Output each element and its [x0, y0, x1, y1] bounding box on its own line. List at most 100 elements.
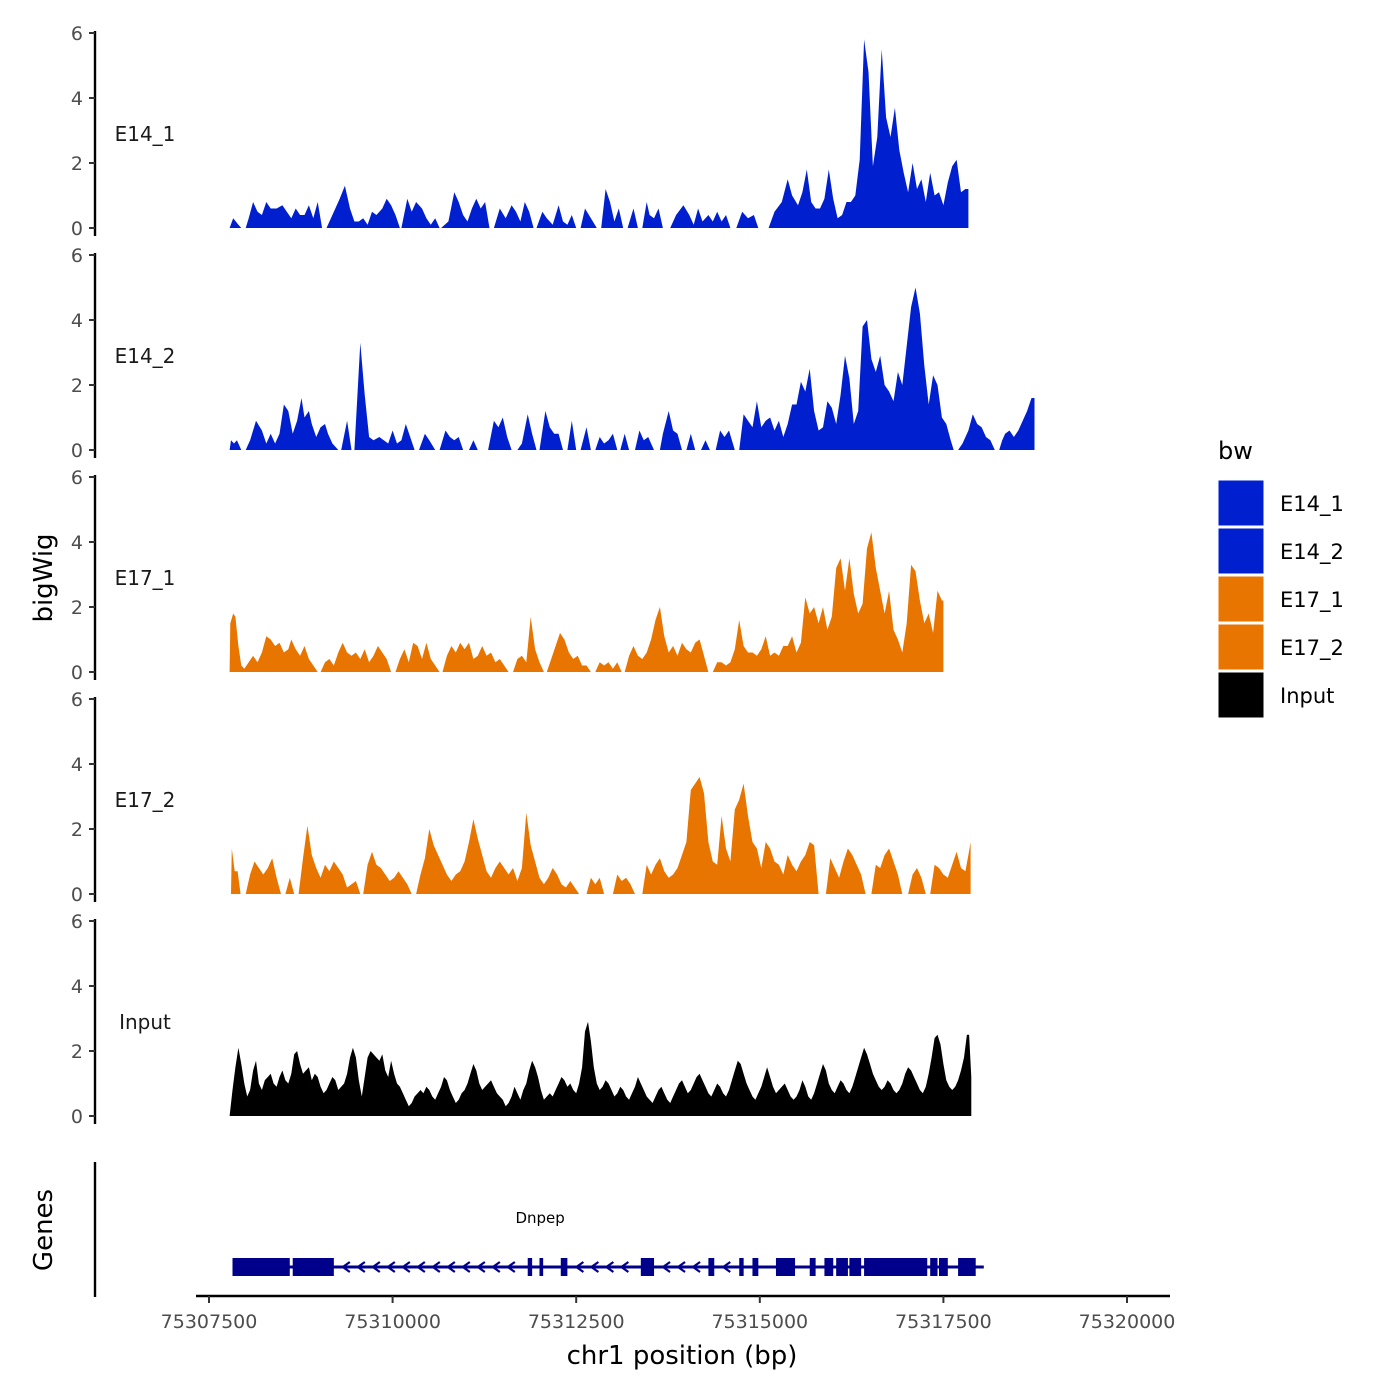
coverage-area	[229, 218, 242, 228]
x-axis: 75307500 75310000 75312500 75315000 75317500…	[161, 1294, 1175, 1333]
x-tick-label: 75310000	[344, 1311, 441, 1333]
coverage-area	[488, 417, 512, 450]
legend: bw E14_1 E14_2 E17_1 E17_2 Input	[1217, 437, 1344, 719]
gene-exon	[930, 1258, 938, 1276]
coverage-area	[229, 1021, 972, 1116]
coverage-area	[517, 414, 537, 450]
legend-title: bw	[1218, 437, 1253, 465]
coverage-area	[231, 848, 241, 894]
coverage-area	[441, 192, 490, 228]
gene-exon	[809, 1258, 816, 1276]
coverage-area	[567, 420, 577, 450]
y-tick-label: 0	[71, 884, 83, 906]
strand-arrow	[430, 1261, 441, 1273]
y-tick-label: 6	[71, 245, 83, 267]
coverage-area	[245, 398, 339, 450]
coverage-area	[999, 398, 1035, 450]
gene-exon	[775, 1258, 796, 1276]
coverage-area	[642, 202, 663, 228]
y-tick-label: 6	[71, 911, 83, 933]
track-E14_1: 0 2 4 6 E14_1	[71, 23, 969, 240]
gene-exon	[864, 1258, 928, 1276]
coverage-area	[580, 208, 597, 228]
coverage-area	[930, 842, 971, 894]
x-axis-title: chr1 position (bp)	[567, 1341, 798, 1371]
coverage-area	[712, 532, 944, 672]
coverage-area	[245, 858, 281, 894]
coverage-area	[229, 440, 242, 450]
coverage-area	[595, 662, 622, 672]
strand-arrow	[604, 1261, 615, 1273]
legend-label: E17_2	[1280, 636, 1344, 661]
legend-swatch	[1217, 575, 1265, 623]
strand-arrow	[355, 1261, 366, 1273]
strand-arrow	[721, 1261, 731, 1273]
coverage-area	[871, 848, 903, 894]
coverage-area	[298, 825, 361, 894]
coverage-area	[320, 642, 392, 672]
coverage-area	[245, 202, 323, 228]
coverage-area	[627, 208, 638, 228]
coverage-area	[586, 877, 605, 894]
track-E14_2: 0 2 4 6 E14_2	[71, 245, 1035, 462]
gene-exon	[836, 1258, 848, 1276]
coverage-area	[659, 411, 682, 450]
y-tick-label: 4	[71, 88, 83, 110]
y-tick-label: 4	[71, 976, 83, 998]
track-E17_2: 0 2 4 6 E17_2	[71, 689, 971, 906]
coverage-area	[642, 777, 819, 894]
gene-exon	[849, 1258, 862, 1276]
y-axis-title: bigWig	[29, 533, 59, 622]
strand-arrow	[589, 1261, 600, 1273]
y-tick-label: 6	[71, 23, 83, 45]
coverage-area	[493, 202, 534, 228]
coverage-area	[635, 430, 654, 450]
gene-exon	[752, 1258, 759, 1276]
legend-label: E14_2	[1280, 540, 1344, 565]
gene-exon	[527, 1258, 533, 1276]
tracks-layer: 0 2 4 6 E14_1 0 2 4 6 E14_2 0 2 4 6 E17_1 0 2 4 6 E17_2 0 2 4 6…	[71, 23, 1035, 1128]
legend-swatch	[1217, 527, 1265, 575]
gene-exon	[640, 1258, 655, 1276]
coverage-area	[229, 613, 318, 672]
y-tick-label: 2	[71, 375, 83, 397]
gene-exon	[708, 1258, 715, 1276]
legend-label: E14_1	[1280, 492, 1344, 517]
track-label: E17_1	[115, 566, 176, 590]
coverage-area	[419, 433, 436, 450]
strand-arrow	[505, 1261, 516, 1273]
coverage-area	[395, 642, 440, 672]
strand-arrow	[400, 1261, 411, 1273]
coverage-area	[285, 877, 295, 894]
coverage-area	[736, 211, 759, 228]
x-tick-label: 75315000	[711, 1311, 808, 1333]
y-tick-label: 0	[71, 1106, 83, 1128]
track-Input: 0 2 4 6 Input	[71, 911, 972, 1128]
coverage-area	[686, 433, 696, 450]
y-tick-label: 2	[71, 819, 83, 841]
y-tick-label: 2	[71, 597, 83, 619]
coverage-area	[624, 607, 709, 672]
gene-exon	[560, 1258, 568, 1276]
y-tick-label: 6	[71, 689, 83, 711]
coverage-area	[601, 189, 624, 228]
strand-arrow	[460, 1261, 471, 1273]
y-tick-label: 0	[71, 440, 83, 462]
gene-exon	[958, 1258, 976, 1276]
coverage-area	[701, 440, 710, 450]
coverage-area	[539, 411, 563, 450]
strand-arrow	[370, 1261, 381, 1273]
track-label: E14_2	[115, 344, 176, 368]
gene-exon	[938, 1258, 948, 1276]
coverage-area	[363, 851, 412, 894]
y-tick-label: 6	[71, 467, 83, 489]
strand-arrow	[475, 1261, 486, 1273]
track-label: E14_1	[115, 122, 176, 146]
coverage-area	[670, 205, 731, 228]
gene-Dnpep: Dnpep	[232, 1209, 984, 1276]
coverage-area	[825, 848, 866, 894]
strand-arrow	[445, 1261, 456, 1273]
legend-label: E17_1	[1280, 588, 1344, 613]
coverage-area	[536, 205, 577, 228]
